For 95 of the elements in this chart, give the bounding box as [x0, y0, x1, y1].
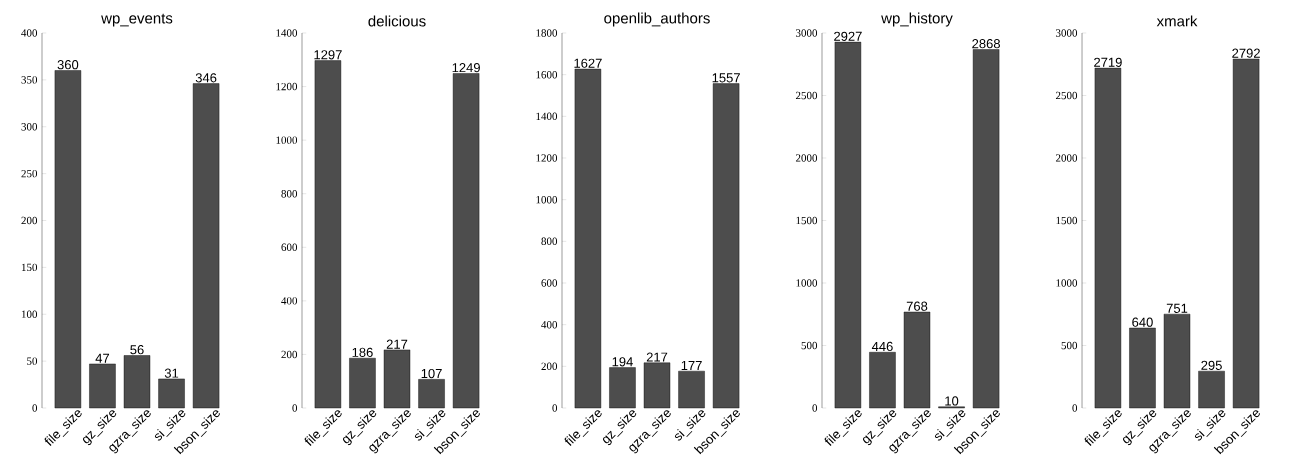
data-label: 217 — [646, 352, 668, 362]
bar — [383, 349, 411, 409]
y-tick-label: 2500 — [1055, 91, 1078, 100]
data-label: 107 — [421, 368, 442, 379]
bar — [418, 379, 445, 409]
y-tick-label: 1200 — [536, 154, 558, 162]
y-tick-label: 1000 — [536, 195, 558, 204]
bar — [192, 83, 220, 409]
y-tick-label: 50 — [27, 357, 38, 365]
y-tick-label: 1000 — [276, 136, 298, 144]
y-tick-label: 1200 — [276, 82, 298, 91]
y-tick-label: 1500 — [796, 216, 818, 225]
data-label: 346 — [195, 73, 217, 83]
bar — [452, 73, 480, 409]
bar — [678, 370, 705, 409]
data-label: 194 — [612, 357, 633, 367]
y-tick-label: 200 — [281, 350, 298, 359]
bar — [54, 70, 82, 409]
bar — [972, 49, 1000, 409]
y-tick-label: 150 — [21, 263, 38, 272]
y-tick-label: 400 — [541, 320, 558, 329]
y-tick-label: 1000 — [796, 279, 818, 287]
data-label: 1557 — [712, 73, 740, 83]
y-tick-label: 500 — [1061, 341, 1078, 350]
bar — [834, 41, 862, 409]
data-label: 2868 — [972, 39, 1000, 49]
bar — [349, 357, 376, 409]
data-label: 295 — [1201, 360, 1222, 370]
y-tick-label: 400 — [281, 297, 298, 305]
data-label: 31 — [164, 368, 179, 378]
bar — [1094, 67, 1122, 409]
bar — [1163, 313, 1191, 409]
y-tick-label: 350 — [21, 76, 38, 84]
data-label: 2719 — [1094, 57, 1122, 67]
bar — [869, 352, 896, 409]
y-tick-label: 3000 — [796, 29, 818, 37]
bar — [1198, 370, 1225, 409]
y-tick-label: 500 — [801, 341, 818, 350]
bar — [1232, 58, 1260, 409]
y-tick-label: 0 — [1072, 404, 1078, 412]
y-tick-label: 100 — [21, 310, 38, 318]
y-tick-label: 0 — [552, 404, 558, 412]
y-tick-label: 200 — [21, 216, 38, 225]
y-tick-label: 2500 — [795, 91, 818, 100]
chart-title: wp_history — [881, 12, 953, 27]
y-tick-label: 1000 — [1056, 279, 1078, 287]
data-label: 177 — [681, 360, 702, 370]
y-tick-label: 0 — [32, 404, 38, 412]
y-tick-label: 800 — [281, 190, 298, 198]
data-label: 56 — [130, 345, 144, 355]
data-label: 2792 — [1232, 48, 1260, 58]
y-tick-label: 1800 — [536, 29, 558, 37]
data-label: 1297 — [314, 50, 342, 60]
chart-title: xmark — [1156, 15, 1198, 27]
bar — [123, 355, 151, 409]
data-label: 47 — [95, 353, 110, 363]
chart-title: wp_events — [101, 13, 173, 27]
bar — [903, 311, 931, 409]
y-tick-label: 1400 — [276, 29, 298, 37]
bar — [314, 60, 342, 409]
data-label: 446 — [871, 341, 893, 352]
data-label: 186 — [352, 347, 373, 357]
data-label: 640 — [1132, 317, 1153, 327]
data-label: 360 — [57, 60, 79, 70]
y-tick-label: 200 — [541, 362, 558, 371]
chart-title: openlib_authors — [604, 12, 710, 27]
bar — [712, 83, 740, 409]
y-tick-label: 2000 — [1055, 154, 1078, 162]
bar — [574, 68, 602, 409]
chart-title: delicious — [368, 15, 426, 27]
y-tick-label: 300 — [21, 123, 38, 131]
data-label: 1627 — [574, 58, 602, 68]
data-label: 10 — [945, 396, 959, 406]
data-label: 2927 — [834, 31, 862, 41]
y-tick-label: 250 — [21, 169, 38, 178]
y-tick-label: 800 — [541, 237, 558, 246]
y-tick-label: 1400 — [536, 112, 558, 121]
data-label: 1249 — [452, 63, 480, 73]
y-tick-label: 600 — [281, 243, 298, 251]
y-tick-label: 1600 — [536, 70, 558, 79]
bar — [1129, 327, 1156, 409]
y-tick-label: 600 — [541, 279, 558, 287]
bar — [609, 367, 636, 409]
data-label: 217 — [386, 339, 408, 349]
bar — [158, 378, 185, 409]
y-tick-label: 0 — [292, 404, 298, 412]
y-tick-label: 2000 — [795, 154, 818, 162]
bar — [643, 362, 671, 409]
y-tick-label: 400 — [21, 29, 38, 37]
y-tick-label: 3000 — [1056, 29, 1078, 37]
y-tick-label: 1500 — [1056, 216, 1078, 225]
y-tick-label: 0 — [812, 404, 818, 412]
data-label: 768 — [906, 301, 928, 311]
bar — [89, 363, 116, 409]
data-label: 751 — [1166, 303, 1188, 313]
